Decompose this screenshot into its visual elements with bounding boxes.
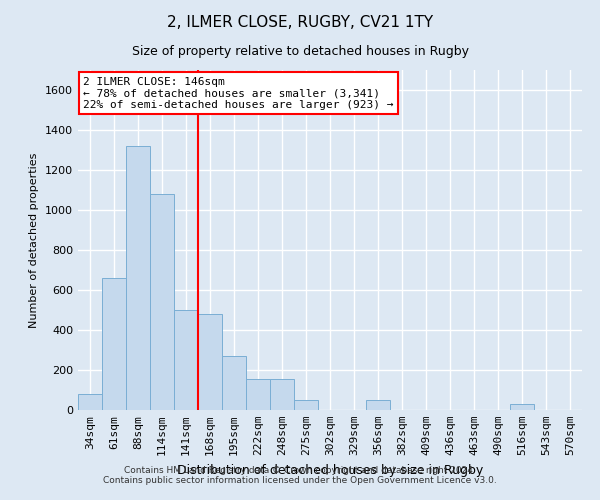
Y-axis label: Number of detached properties: Number of detached properties	[29, 152, 40, 328]
Bar	[222, 356, 246, 410]
Bar	[102, 278, 126, 410]
Bar	[198, 314, 222, 410]
Bar	[78, 394, 102, 410]
Text: Size of property relative to detached houses in Rugby: Size of property relative to detached ho…	[131, 45, 469, 58]
Text: 2 ILMER CLOSE: 146sqm
← 78% of detached houses are smaller (3,341)
22% of semi-d: 2 ILMER CLOSE: 146sqm ← 78% of detached …	[83, 77, 394, 110]
Bar	[126, 146, 150, 410]
Bar	[150, 194, 174, 410]
Bar	[294, 400, 318, 410]
Bar	[510, 404, 534, 410]
Bar	[246, 379, 270, 410]
X-axis label: Distribution of detached houses by size in Rugby: Distribution of detached houses by size …	[177, 464, 483, 476]
Bar	[174, 310, 198, 410]
Bar	[366, 400, 390, 410]
Text: 2, ILMER CLOSE, RUGBY, CV21 1TY: 2, ILMER CLOSE, RUGBY, CV21 1TY	[167, 15, 433, 30]
Bar	[270, 379, 294, 410]
Text: Contains HM Land Registry data © Crown copyright and database right 2024.
Contai: Contains HM Land Registry data © Crown c…	[103, 466, 497, 485]
